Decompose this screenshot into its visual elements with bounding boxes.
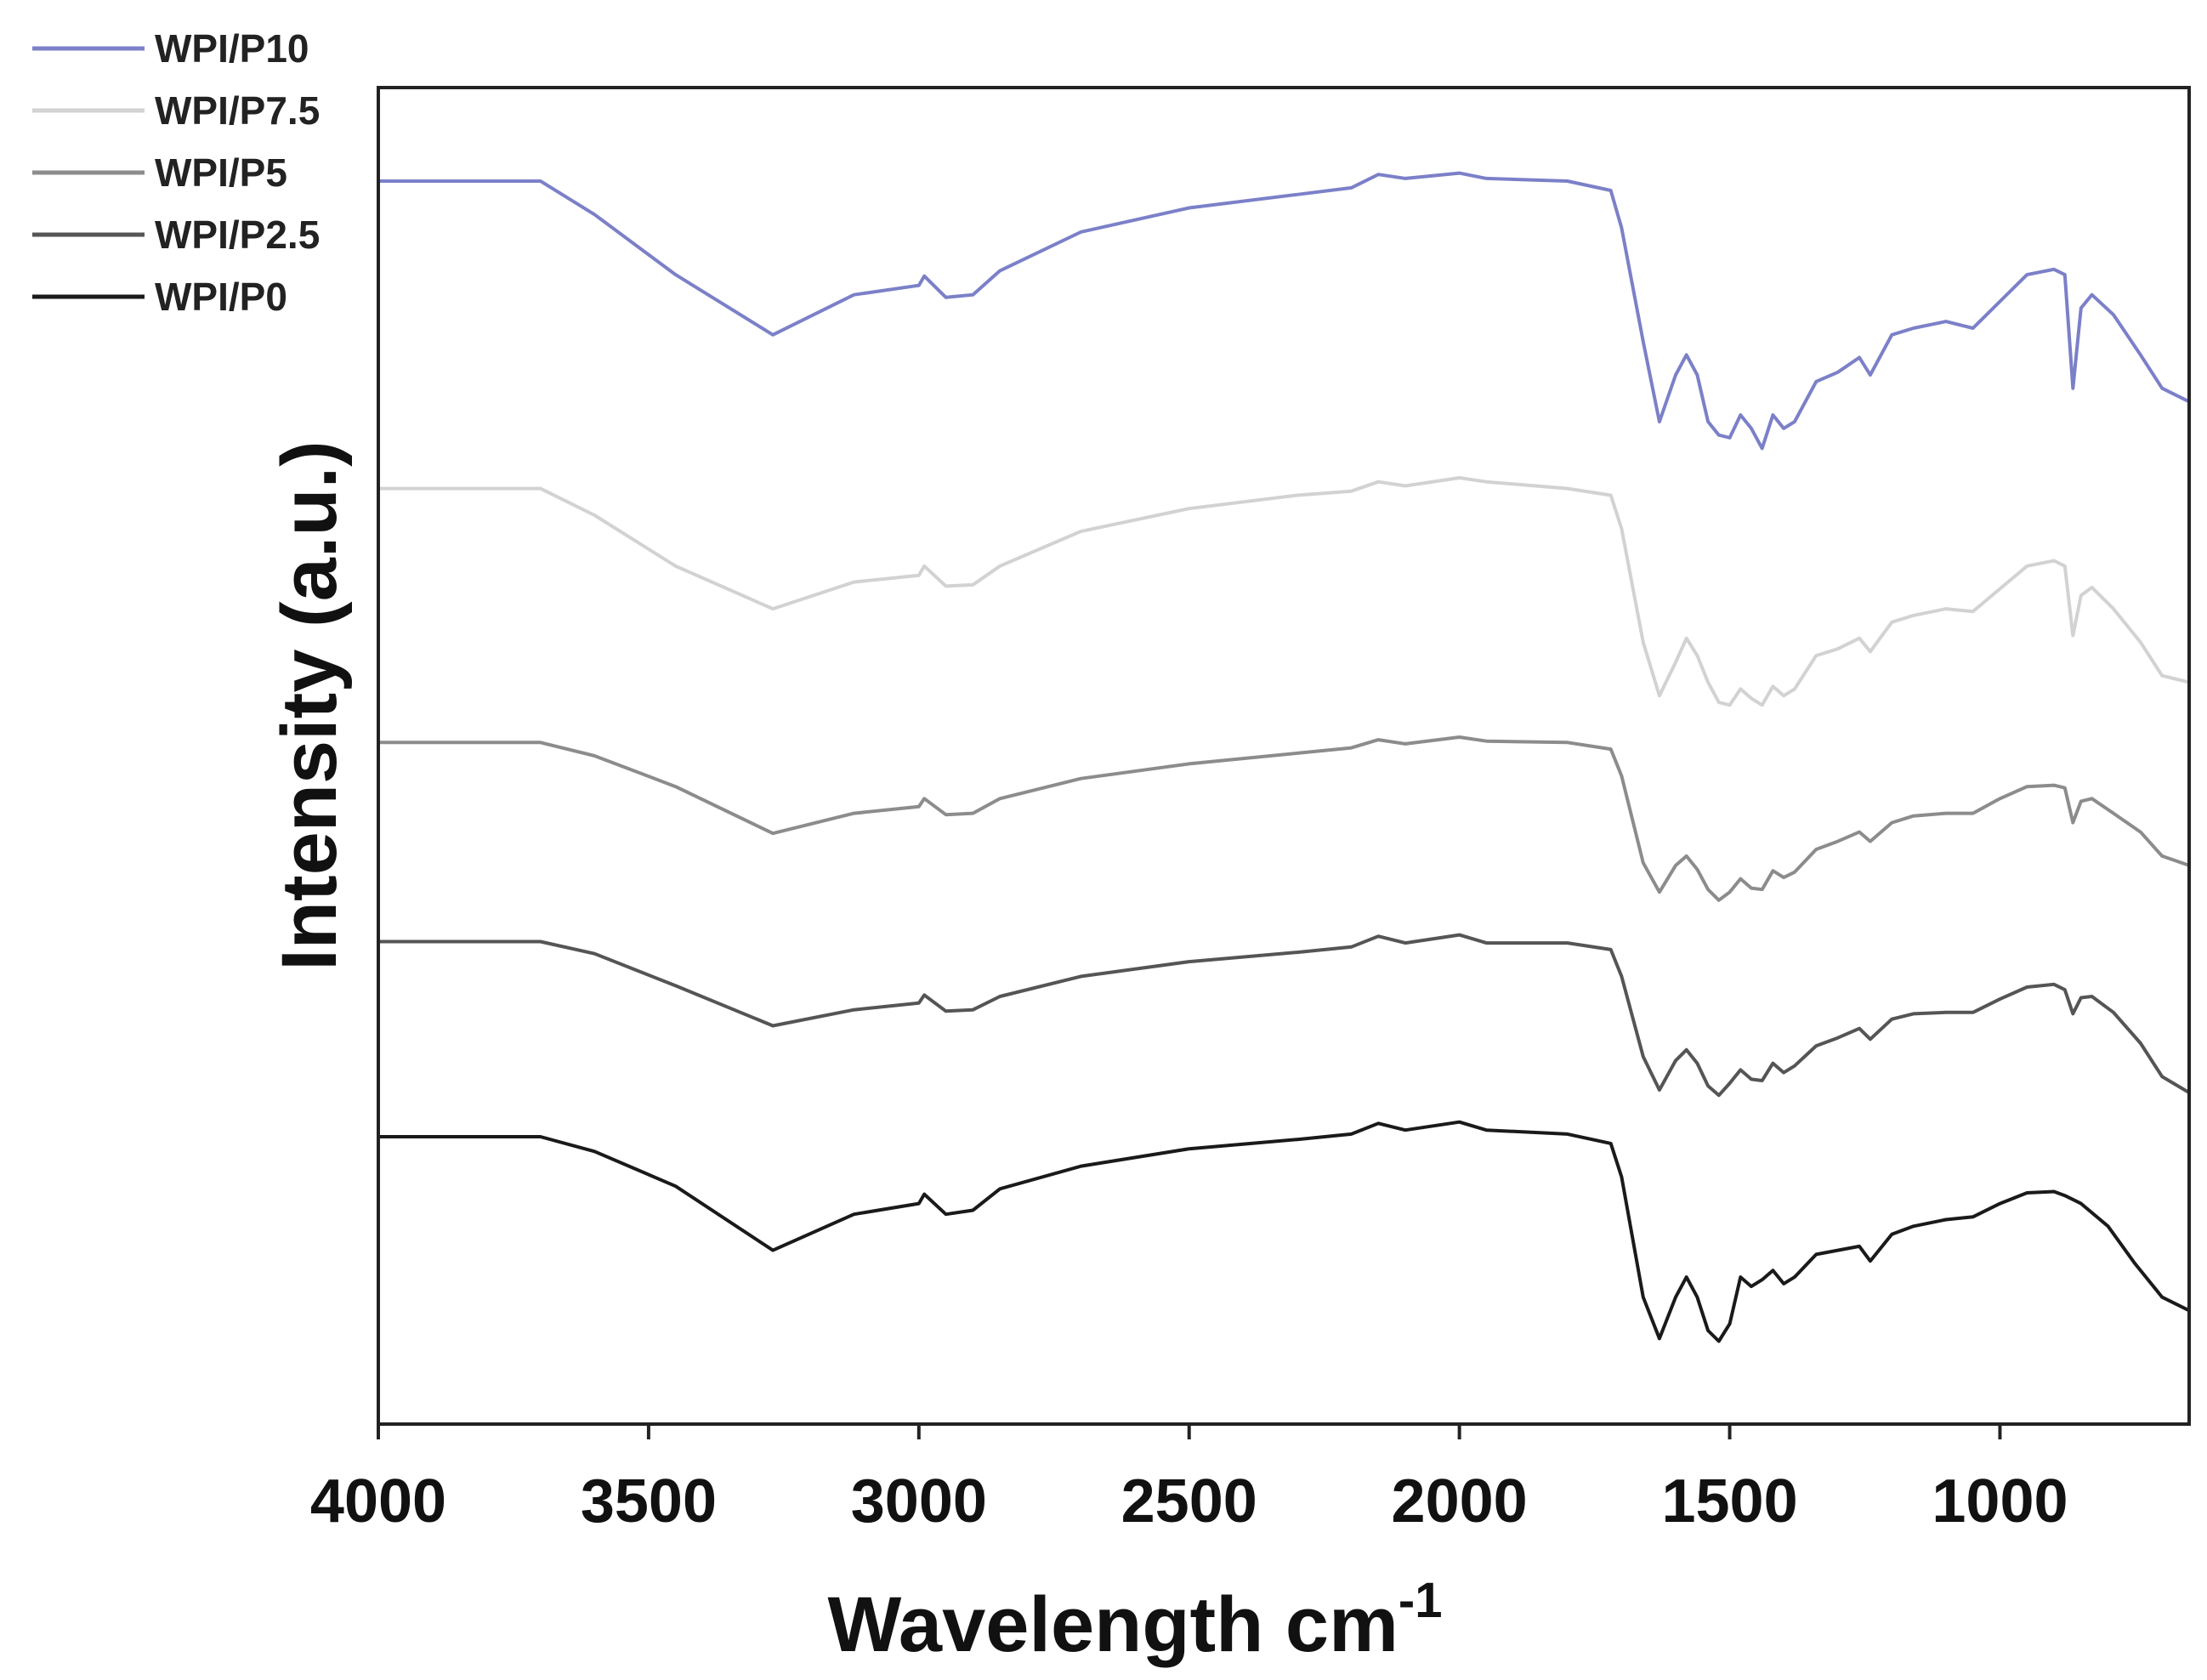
plot-frame	[377, 86, 2191, 1426]
x-tick-label: 4000	[310, 1467, 446, 1535]
x-tick-label: 3500	[581, 1467, 717, 1535]
series-layer	[378, 171, 2191, 1343]
x-axis-title: Wavelength cm-1	[828, 1573, 1443, 1668]
x-tick-label: 2000	[1392, 1467, 1528, 1535]
x-axis-title-text: Wavelength cm	[828, 1581, 1399, 1668]
x-tick-label: 1500	[1661, 1467, 1797, 1535]
legend-label-wpi-p5: WPI/P5	[155, 150, 287, 195]
legend-label-wpi-p2-5: WPI/P2.5	[155, 213, 320, 257]
legend-label-wpi-p7-5: WPI/P7.5	[155, 88, 320, 133]
x-tick-label: 3000	[851, 1467, 987, 1535]
x-tick-label: 1000	[1932, 1467, 2068, 1535]
series-line-wpi-p7-5	[378, 476, 2190, 707]
x-axis-ticks: 4000 3500 3000 2500 2000 1500 1000	[310, 1424, 2068, 1535]
legend-label-wpi-p10: WPI/P10	[155, 26, 309, 71]
series-line-wpi-p2-5	[378, 933, 2191, 1098]
series-line-wpi-p0	[378, 1120, 2190, 1343]
legend-label-wpi-p0: WPI/P0	[155, 275, 287, 319]
y-axis-title: Intensity (a.u.)	[266, 440, 353, 971]
series-line-wpi-p10	[378, 171, 2190, 451]
x-tick-label: 2500	[1121, 1467, 1257, 1535]
legend: WPI/P10 WPI/P7.5 WPI/P5 WPI/P2.5 WPI/P0	[32, 26, 320, 319]
series-line-wpi-p5	[378, 735, 2190, 902]
x-axis-title-superscript: -1	[1399, 1573, 1443, 1628]
